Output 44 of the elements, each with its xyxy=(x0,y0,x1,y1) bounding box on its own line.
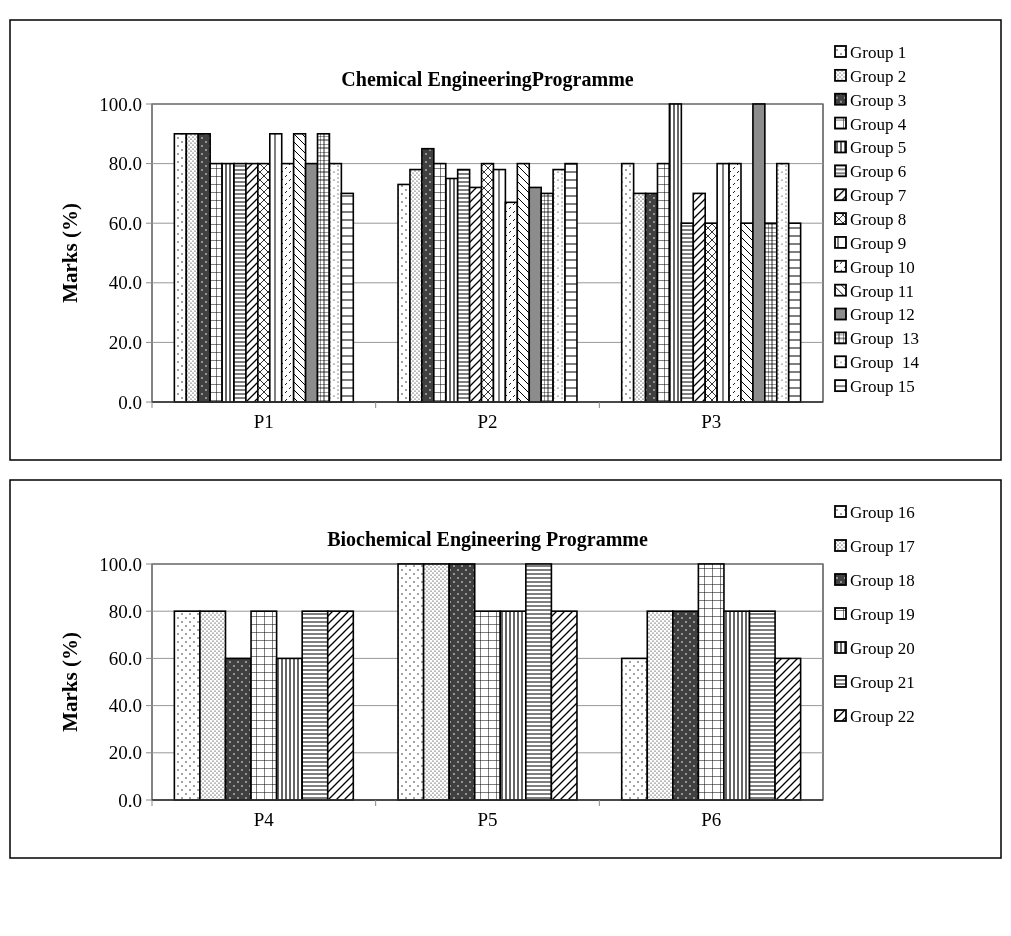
legend-label: Group 9 xyxy=(850,233,907,253)
legend-label: Group 2 xyxy=(850,66,907,86)
legend-label: Group 11 xyxy=(850,281,915,301)
legend-label: Group 20 xyxy=(850,638,915,658)
legend-label: Group 16 xyxy=(850,502,915,522)
y-tick-label: 80.0 xyxy=(108,153,142,175)
x-tick-label: P2 xyxy=(477,411,498,432)
y-tick-label: 60.0 xyxy=(108,648,142,670)
legend-label: Group 14 xyxy=(850,353,920,373)
y-tick-label: 0.0 xyxy=(118,391,142,413)
legend-label: Group 21 xyxy=(850,672,915,692)
y-tick-label: 100.0 xyxy=(99,553,142,575)
y-axis-title: Marks (%) xyxy=(58,632,82,732)
legend-label: Group 1 xyxy=(850,42,907,62)
x-tick-label: P4 xyxy=(253,809,275,830)
y-tick-label: 20.0 xyxy=(108,742,142,764)
legend-label: Group 22 xyxy=(850,706,915,726)
y-axis-title: Marks (%) xyxy=(58,203,82,303)
x-tick-label: P5 xyxy=(477,809,498,830)
legend-label: Group 13 xyxy=(850,329,919,349)
y-tick-label: 80.0 xyxy=(108,600,142,622)
legend-label: Group 3 xyxy=(850,90,907,110)
legend-label: Group 5 xyxy=(850,138,907,158)
y-tick-label: 40.0 xyxy=(108,695,142,717)
legend-label: Group 15 xyxy=(850,377,915,397)
chart-title: Chemical EngineeringProgramme xyxy=(341,68,634,91)
legend-label: Group 8 xyxy=(850,210,907,230)
x-tick-label: P1 xyxy=(253,411,274,432)
legend-label: Group 19 xyxy=(850,604,915,624)
legend-label: Group 17 xyxy=(850,536,916,556)
legend-label: Group 6 xyxy=(850,162,907,182)
legend-label: Group 4 xyxy=(850,114,907,134)
y-tick-label: 0.0 xyxy=(118,789,142,811)
y-tick-label: 20.0 xyxy=(108,332,142,354)
x-tick-label: P6 xyxy=(701,809,722,830)
chart-title: Biochemical Engineering Programme xyxy=(327,528,648,551)
legend-label: Group 7 xyxy=(850,186,907,206)
x-tick-label: P3 xyxy=(701,411,722,432)
legend-label: Group 10 xyxy=(850,257,915,277)
y-tick-label: 60.0 xyxy=(108,212,142,234)
legend-label: Group 18 xyxy=(850,570,915,590)
y-tick-label: 100.0 xyxy=(99,93,142,115)
legend-label: Group 12 xyxy=(850,305,915,325)
y-tick-label: 40.0 xyxy=(108,272,142,294)
